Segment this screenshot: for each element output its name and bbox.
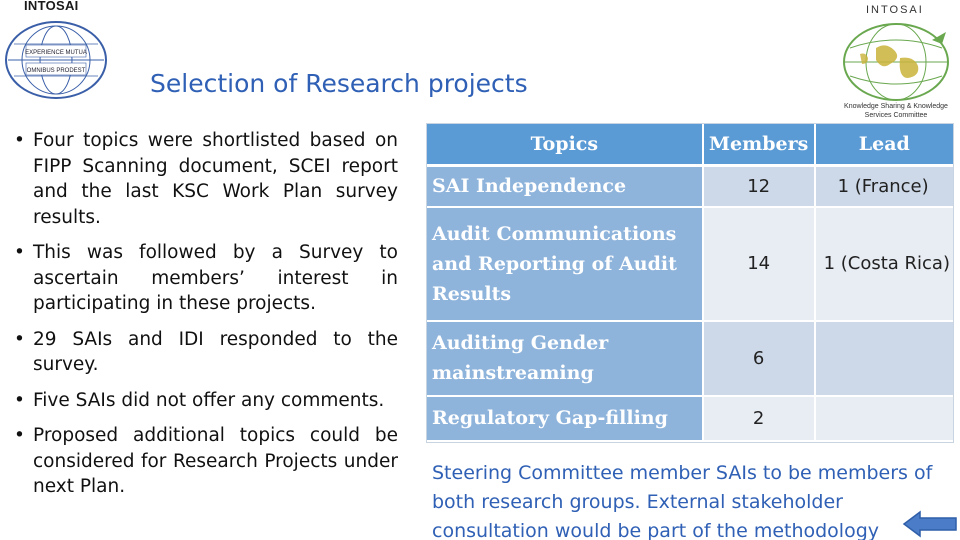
members-cell: 12 <box>702 165 816 209</box>
table-row: Audit Communications and Reporting of Au… <box>427 207 953 322</box>
intosai-globe-logo-icon: EXPERIENCE MUTUA OMNIBUS PRODEST <box>5 21 107 99</box>
steering-committee-note: Steering Committee member SAIs to be mem… <box>432 462 933 540</box>
header-lead: Lead <box>814 124 953 167</box>
lead-cell <box>814 320 953 397</box>
header-topics: Topics <box>427 124 704 167</box>
lead-cell: 1 (France) <box>814 165 953 209</box>
topic-cell: Regulatory Gap-filling <box>427 395 704 443</box>
back-arrow-icon[interactable] <box>902 510 958 538</box>
bullet-item: 29 SAIs and IDI responded to the survey. <box>14 327 398 378</box>
topic-cell: Auditing Gender mainstreaming <box>427 320 704 397</box>
members-cell: 2 <box>702 395 816 443</box>
bullet-item: Four topics were shortlisted based on FI… <box>14 128 398 230</box>
table-header-row: Topics Members Lead <box>427 124 953 167</box>
intosai-ring-top: EXPERIENCE MUTUA <box>25 50 87 56</box>
intosai-logo: INTOSAI EXPERIENCE MUTUA OMNIBUS PRODEST <box>0 0 115 100</box>
ksc-caption-line-2: Services Committee <box>864 112 928 119</box>
slide-title: Selection of Research projects <box>150 69 528 98</box>
ksc-logo: INTOSAI Knowledge Sharing & Knowledge Se… <box>830 0 960 125</box>
topic-cell: Audit Communications and Reporting of Au… <box>427 207 704 322</box>
table-row: Regulatory Gap-filling 2 <box>427 395 953 443</box>
ksc-globe-logo-icon <box>843 23 949 101</box>
intosai-logo-text: INTOSAI <box>24 0 79 13</box>
ksc-logo-caption: Knowledge Sharing & Knowledge Services C… <box>830 102 960 120</box>
members-cell: 6 <box>702 320 816 397</box>
members-cell: 14 <box>702 207 816 322</box>
topic-cell: SAI Independence <box>427 165 704 209</box>
lead-cell: 1 (Costa Rica) <box>814 207 953 322</box>
research-topics-table: Topics Members Lead SAI Independence 12 … <box>426 123 954 443</box>
intosai-ring-bottom: OMNIBUS PRODEST <box>27 68 86 74</box>
table-row: SAI Independence 12 1 (France) <box>427 165 953 209</box>
table-row: Auditing Gender mainstreaming 6 <box>427 320 953 397</box>
ksc-caption-line-1: Knowledge Sharing & Knowledge <box>844 103 948 110</box>
header-members: Members <box>702 124 816 167</box>
lead-cell <box>814 395 953 443</box>
bullet-item: Five SAIs did not offer any comments. <box>14 388 398 414</box>
bullet-item: Proposed additional topics could be cons… <box>14 423 398 500</box>
ksc-logo-text: INTOSAI <box>866 4 924 16</box>
bullet-list: Four topics were shortlisted based on FI… <box>14 128 398 510</box>
bullet-item: This was followed by a Survey to ascerta… <box>14 240 398 317</box>
